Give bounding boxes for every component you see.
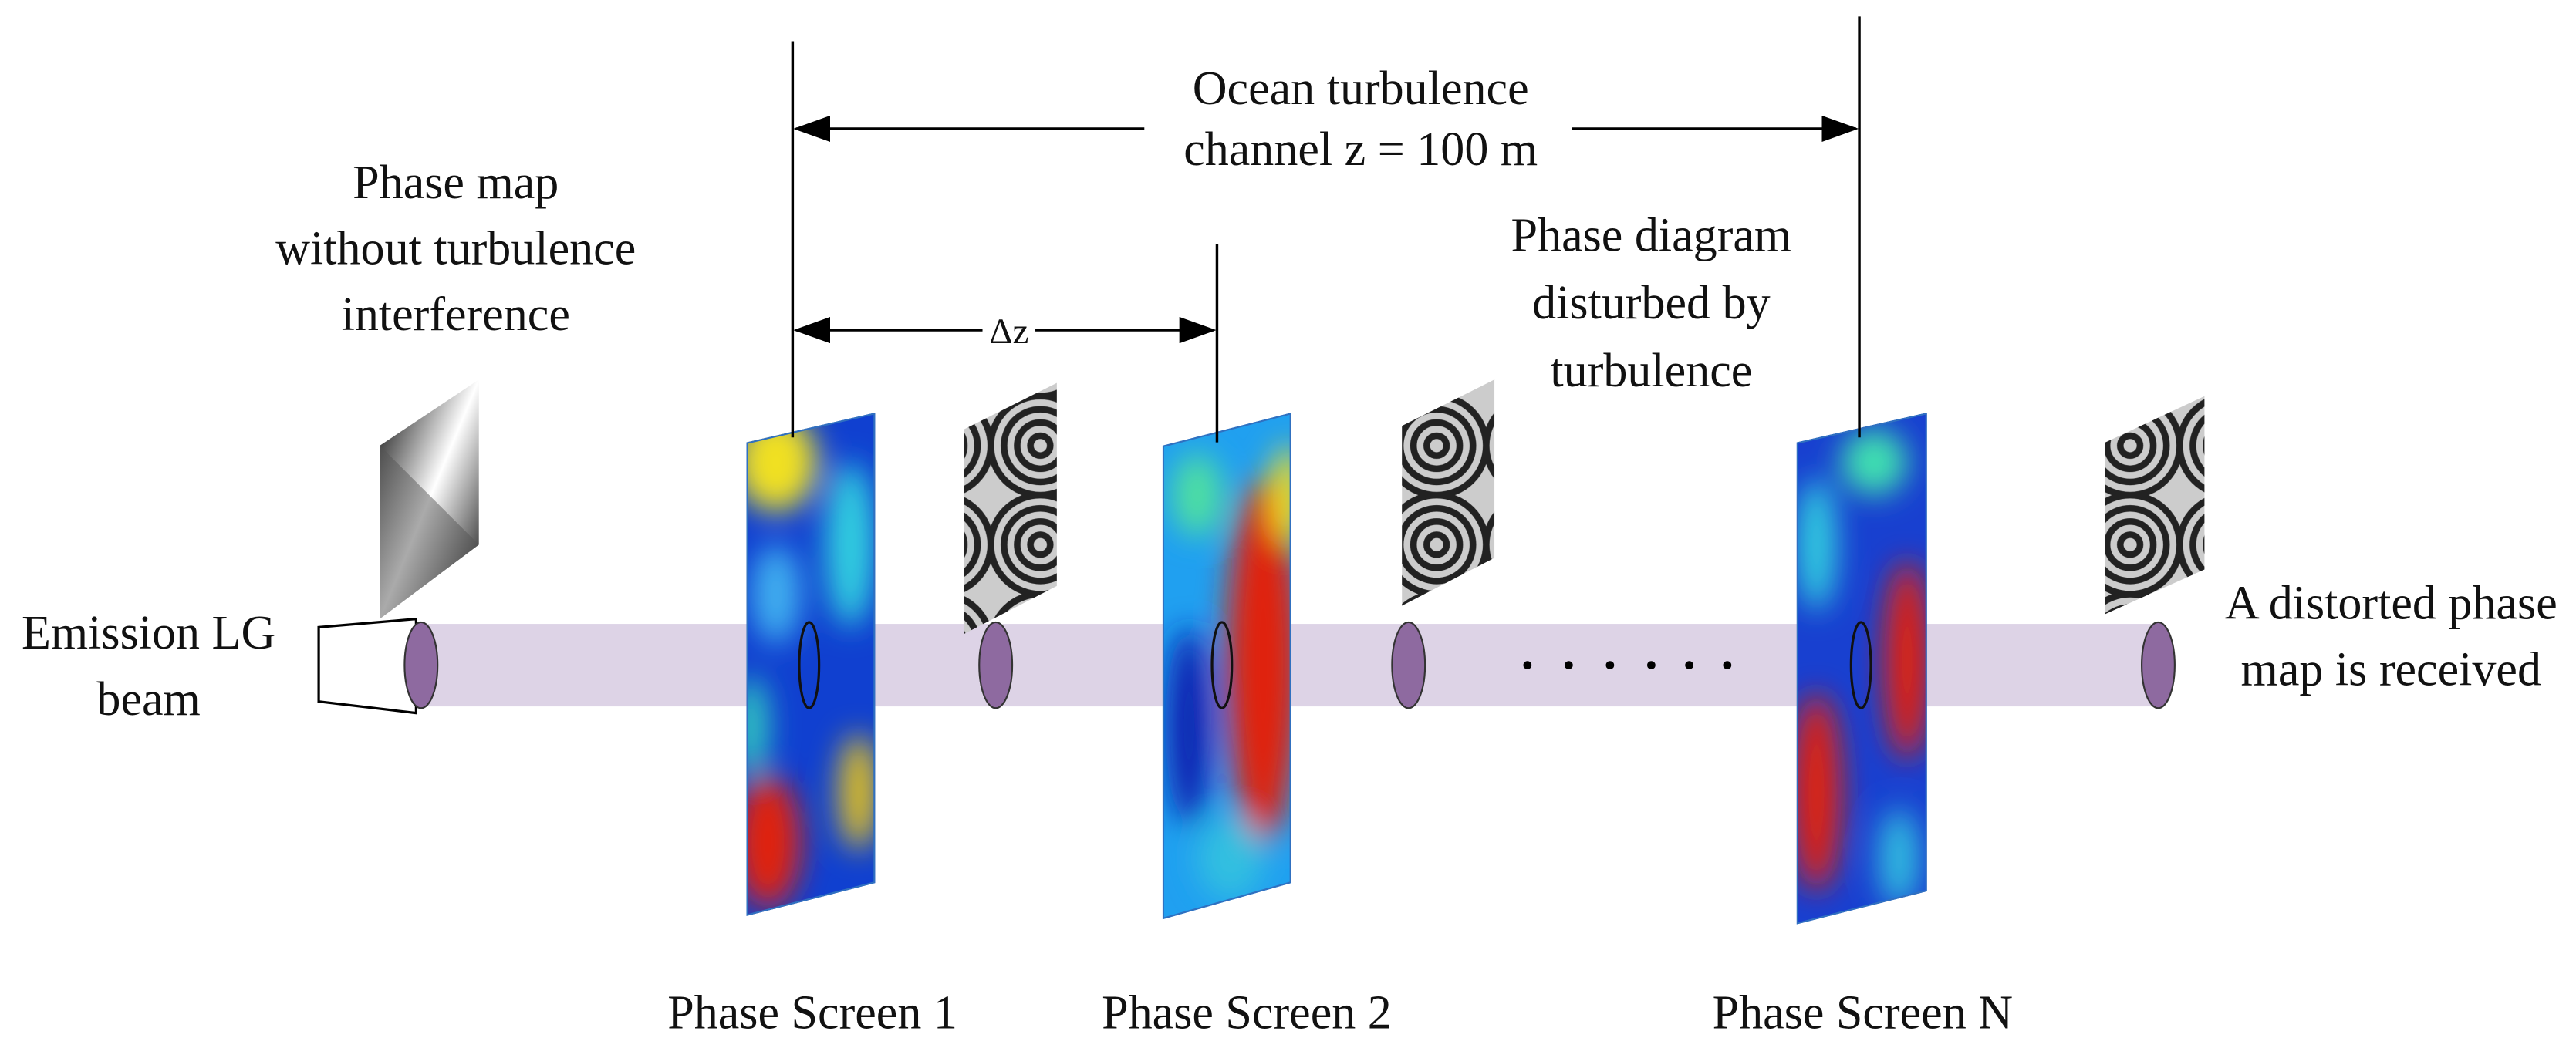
receiver-label: map is received — [2241, 643, 2541, 696]
beam-section — [1849, 621, 1872, 709]
disturbed-phase-label: disturbed by — [1532, 277, 1771, 329]
clean-phase-label: interference — [342, 288, 570, 341]
phase-screen — [746, 413, 876, 916]
ellipsis-dots — [1523, 661, 1732, 669]
beam-section — [798, 621, 821, 709]
beam-section — [1210, 621, 1234, 709]
screen-label: Phase Screen 1 — [667, 986, 957, 1039]
disturbed-phase-label: turbulence — [1550, 345, 1752, 397]
spacing-label: Δz — [989, 312, 1028, 352]
screen-label: Phase Screen 2 — [1102, 986, 1392, 1039]
phase-screen — [1796, 413, 1927, 925]
clean-phase-map — [380, 379, 479, 619]
beam-section — [403, 621, 439, 709]
receiver-label: A distorted phase — [2225, 578, 2557, 630]
phase-screen — [1162, 413, 1291, 920]
emitter — [317, 617, 417, 715]
channel-label: channel z = 100 m — [1183, 123, 1538, 176]
channel-label: Ocean turbulence — [1193, 62, 1529, 115]
spiral-phase-map — [1402, 379, 1495, 606]
clean-phase-label: Phase map — [353, 157, 559, 209]
beam-section — [978, 621, 1014, 709]
spiral-phase-map — [964, 382, 1057, 634]
source-label: beam — [96, 673, 200, 726]
screen-label: Phase Screen N — [1713, 986, 2014, 1039]
spiral-phase-map — [2105, 396, 2205, 615]
beam-section — [2141, 621, 2176, 709]
source-label: Emission LG — [22, 607, 275, 659]
beam-section — [1391, 621, 1426, 709]
disturbed-phase-label: Phase diagram — [1511, 209, 1792, 261]
clean-phase-label: without turbulence — [275, 222, 636, 275]
